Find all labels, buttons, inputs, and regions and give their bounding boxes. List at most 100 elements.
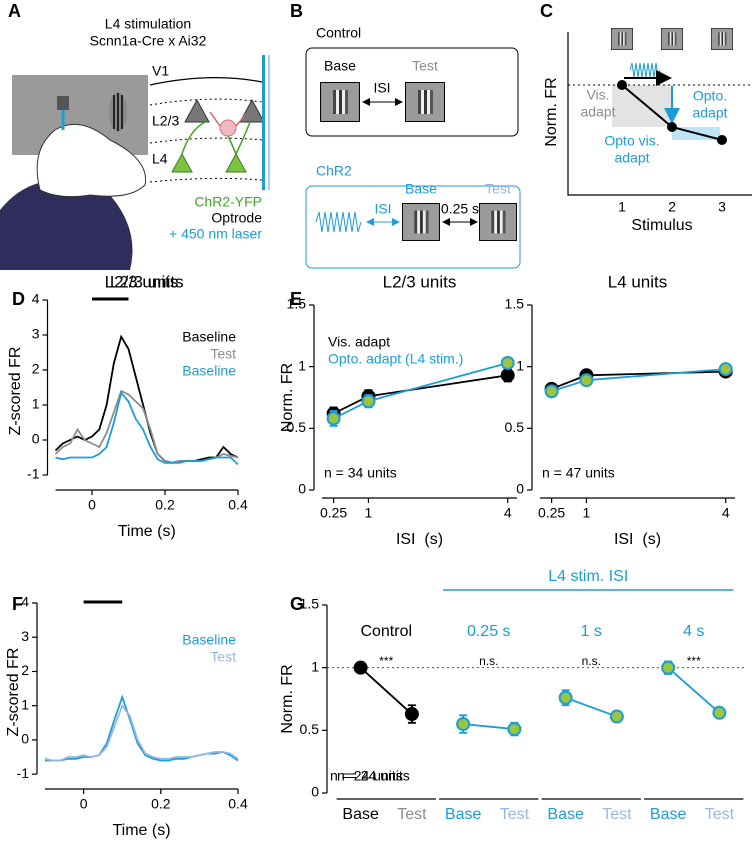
panel-label: A <box>8 1 21 21</box>
box <box>305 185 521 269</box>
y-tick-label: 1.5 <box>300 596 320 612</box>
y-tick-label: 1 <box>298 357 306 373</box>
area-label: V1 <box>152 63 169 79</box>
label: Opto vis. <box>604 133 659 149</box>
box <box>305 47 519 137</box>
x-tick-label: 0.25 <box>538 505 565 521</box>
legend-entry: Test <box>210 649 236 665</box>
y-tick-label: 0.5 <box>300 721 320 737</box>
y-tick-label: 2 <box>32 361 40 377</box>
chart-title: L2/3 units <box>105 272 179 291</box>
marker <box>609 709 624 724</box>
x-tick-label: 0.2 <box>151 796 171 812</box>
y-tick-label: 0 <box>298 481 306 497</box>
line <box>54 389 239 464</box>
laser-fiber <box>262 55 265 190</box>
y-tick-label: 0 <box>32 431 40 447</box>
grating <box>405 82 445 122</box>
light-pulses <box>315 211 362 233</box>
marker <box>361 394 376 409</box>
legend-entry: Baseline <box>182 363 236 379</box>
panel-label: B <box>290 1 303 21</box>
x-tick-label: 2 <box>668 199 676 215</box>
marker <box>544 384 559 399</box>
y-tick-label: 1.5 <box>505 296 525 312</box>
y-tick-label: 2 <box>21 662 29 678</box>
x-tick-label: Base <box>342 806 379 823</box>
chart-title: L2/3 units <box>110 272 184 291</box>
panel-label: E <box>290 289 302 309</box>
y-tick-label: 1.5 <box>287 296 307 312</box>
label: Base <box>324 58 356 74</box>
label: ISI <box>374 201 391 217</box>
y-tick-label: 1 <box>311 658 319 674</box>
x-tick-label: Base <box>650 806 687 823</box>
y-tick-label: 0 <box>21 731 29 747</box>
x-tick-label: 1 <box>365 505 373 521</box>
y-tick-label: 3 <box>21 628 29 644</box>
legend-entry: Baseline <box>182 632 236 648</box>
x-axis-label: Time (s) <box>112 822 170 839</box>
label: ISI <box>373 80 390 96</box>
cortex-surface <box>149 77 263 86</box>
y-tick-label: 1 <box>516 357 524 373</box>
group-label: Control <box>360 623 412 640</box>
y-tick-label: 0 <box>516 481 524 497</box>
label: Base <box>405 181 437 197</box>
marker <box>558 690 573 705</box>
group-label: 4 s <box>683 623 704 640</box>
x-axis-label: Time (s) <box>118 523 176 540</box>
group-title: ChR2 <box>316 163 352 179</box>
annotation: n = 24 units <box>330 768 403 784</box>
panel-b: B Control Base Test ISI ChR2 ISI Base 0.… <box>290 1 521 269</box>
schematic-point <box>617 80 627 90</box>
label: adapt <box>692 105 727 121</box>
panel-label: G <box>290 594 304 614</box>
schematic-point <box>717 135 727 145</box>
schematic-point <box>667 122 677 132</box>
label: adapt <box>614 150 649 166</box>
shade <box>612 85 672 127</box>
interneuron <box>219 119 237 137</box>
x-tick-label: Base <box>445 806 482 823</box>
group-title: Control <box>316 25 361 41</box>
y-axis-label: Z-scored FR <box>5 648 22 737</box>
line <box>565 696 618 718</box>
pyramidal-neuron <box>184 98 265 123</box>
panel-label: F <box>12 594 23 614</box>
label: Test <box>412 58 438 74</box>
x-tick-label: 0.2 <box>155 497 175 513</box>
panel-label: C <box>540 1 553 21</box>
y-tick-label: 3 <box>32 326 40 342</box>
mouse <box>36 123 147 198</box>
annotation: n = 24 units <box>337 768 410 784</box>
label: ChR2-YFP <box>194 194 262 210</box>
x-tick-label: Test <box>397 806 427 823</box>
y-tick-label: 1 <box>32 396 40 412</box>
ball <box>0 180 133 270</box>
legend-entry: Test <box>210 346 236 362</box>
marker <box>661 660 676 675</box>
label: Test <box>485 181 511 197</box>
chart-title: L4 units <box>608 272 668 291</box>
marker <box>500 355 515 370</box>
axon <box>181 121 251 155</box>
y-tick-label: 0.5 <box>505 419 525 435</box>
line <box>44 703 239 762</box>
line <box>333 374 508 415</box>
y-tick-label: 4 <box>21 594 29 610</box>
panel-c: C Vis. adapt Opto. adapt Opto vis. adapt… <box>540 1 752 234</box>
group-label: 1 s <box>581 623 602 640</box>
layer-border <box>149 98 263 183</box>
marker <box>507 722 522 737</box>
line <box>360 666 413 715</box>
axis <box>567 32 752 196</box>
connector <box>57 96 69 110</box>
legend-entry: Opto. adapt (L4 stim.) <box>328 351 463 367</box>
label: adapt <box>580 104 615 120</box>
annotation: n = 47 units <box>542 465 615 481</box>
significance: *** <box>379 654 393 668</box>
label: Optrode <box>211 210 262 226</box>
x-tick-label: 0 <box>88 497 96 513</box>
marker <box>718 362 733 377</box>
